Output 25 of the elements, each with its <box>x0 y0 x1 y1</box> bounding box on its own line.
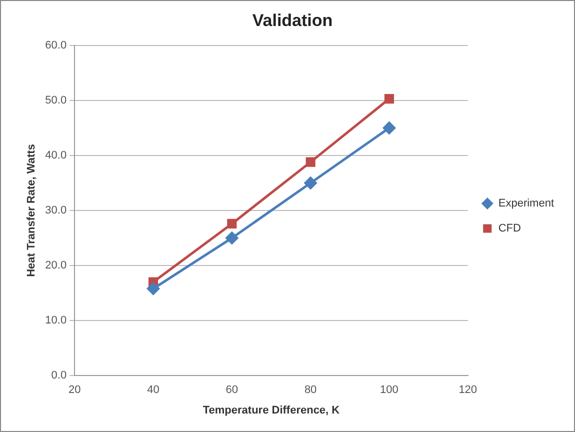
point <box>384 94 394 104</box>
y-tick-label: 0.0 <box>51 370 67 382</box>
y-tick-label: 30.0 <box>45 204 67 217</box>
x-tick-label: 60 <box>226 384 238 396</box>
point <box>227 218 237 228</box>
point <box>306 157 316 167</box>
y-tick-label: 60.0 <box>45 39 67 52</box>
legend-label: Experiment <box>498 198 554 210</box>
point <box>382 122 396 134</box>
point <box>147 282 160 295</box>
y-tick-label: 40.0 <box>45 150 67 162</box>
x-axis-title: Temperature Difference, K <box>202 404 340 416</box>
point <box>304 176 317 190</box>
x-tick-label: 100 <box>380 384 398 396</box>
y-axis-title: Heat Transfer Rate, Watts <box>26 144 38 277</box>
chart-title: Validation <box>252 10 333 30</box>
y-tick-label: 50.0 <box>45 94 67 106</box>
legend-label: CFD <box>498 222 522 235</box>
y-tick-label: 10.0 <box>45 314 67 327</box>
x-tick-label: 120 <box>458 384 478 396</box>
x-tick-label: 80 <box>304 384 317 396</box>
point <box>226 232 238 244</box>
x-tick-label: 40 <box>147 384 160 396</box>
x-tick-label: 20 <box>68 384 81 396</box>
y-tick-label: 20.0 <box>45 260 67 272</box>
